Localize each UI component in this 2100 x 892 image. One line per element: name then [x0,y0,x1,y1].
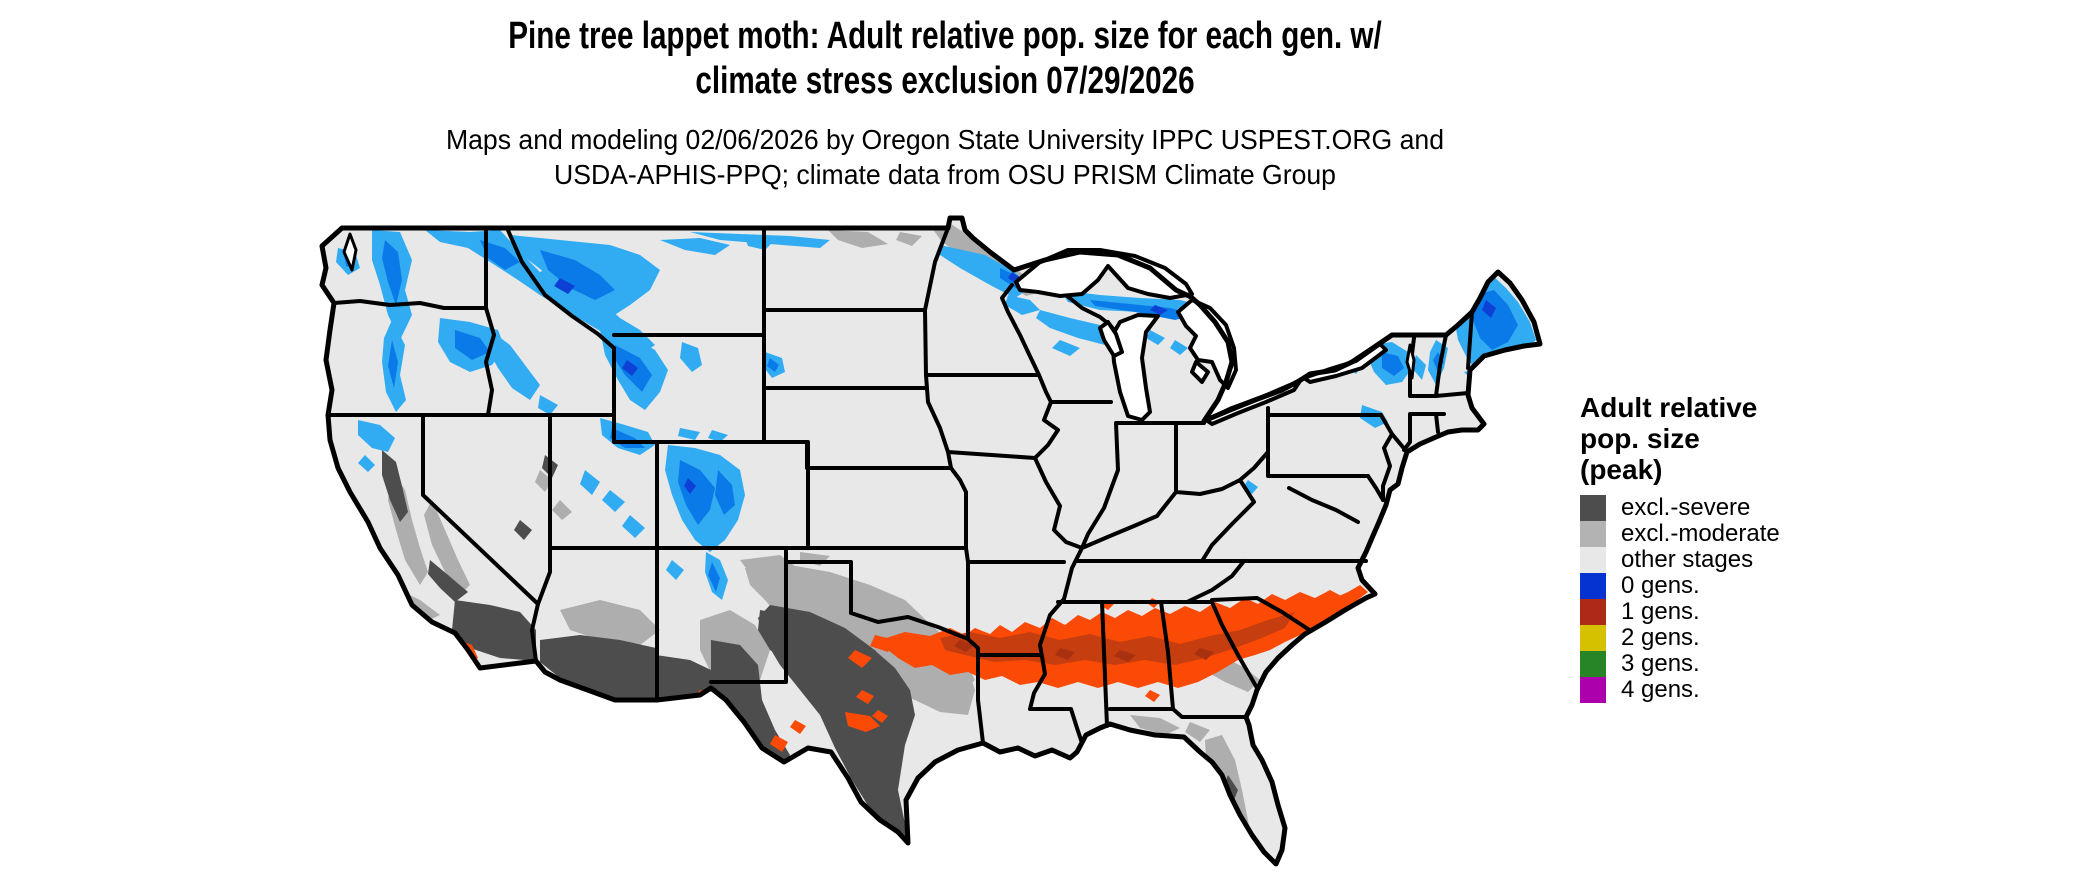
legend-swatch [1580,547,1606,573]
legend-swatch [1580,677,1606,703]
legend-item: 4 gens. [1580,676,1860,703]
figure-title-line1: Pine tree lappet moth: Adult relative po… [508,15,1382,57]
legend-item: 1 gens. [1580,598,1860,625]
lake-michigan [1110,313,1160,422]
figure-header: Pine tree lappet moth: Adult relative po… [0,14,1890,192]
legend-label: excl.-moderate [1621,520,1780,547]
legend-item: excl.-moderate [1580,520,1860,547]
figure-subtitle-line2: USDA-APHIS-PPQ; climate data from OSU PR… [554,159,1336,190]
legend-swatch [1580,521,1606,547]
figure-subtitle: Maps and modeling 02/06/2026 by Oregon S… [0,122,1890,192]
legend-title: Adult relative pop. size (peak) [1580,392,1860,485]
legend-title-line1: Adult relative [1580,392,1758,423]
legend: Adult relative pop. size (peak) excl.-se… [1580,392,1860,703]
legend-label: 0 gens. [1621,572,1700,599]
legend-item: excl.-severe [1580,494,1860,521]
legend-item: 3 gens. [1580,650,1860,677]
legend-label: 4 gens. [1621,676,1700,703]
legend-swatch [1580,599,1606,625]
legend-swatch [1580,625,1606,651]
figure-subtitle-line1: Maps and modeling 02/06/2026 by Oregon S… [445,124,1445,155]
legend-item: 0 gens. [1580,572,1860,599]
legend-item: 2 gens. [1580,624,1860,651]
legend-title-line3: (peak) [1580,454,1663,485]
legend-label: 2 gens. [1621,624,1700,651]
puget-sound [342,232,358,272]
legend-label: excl.-severe [1621,494,1751,521]
legend-label: 3 gens. [1621,650,1700,677]
lake-champlain [1405,343,1416,380]
legend-items: excl.-severe excl.-moderate other stages 0 … [1580,494,1860,703]
saginaw-bay [1190,360,1210,384]
legend-title-line2: pop. size [1580,423,1700,454]
figure-title-line2: climate stress exclusion 07/29/2026 [695,60,1195,102]
regions-2gens [1184,872,1246,882]
lake-superior [1014,248,1194,300]
legend-swatch [1580,495,1606,521]
legend-label: other stages [1621,546,1754,573]
state-borders [326,226,1474,745]
legend-swatch [1580,573,1606,599]
regions-excl-severe [382,450,1240,843]
legend-swatch [1580,651,1606,677]
green-bay [1098,320,1124,358]
legend-label: 1 gens. [1621,598,1700,625]
legend-item: other stages [1580,546,1860,573]
